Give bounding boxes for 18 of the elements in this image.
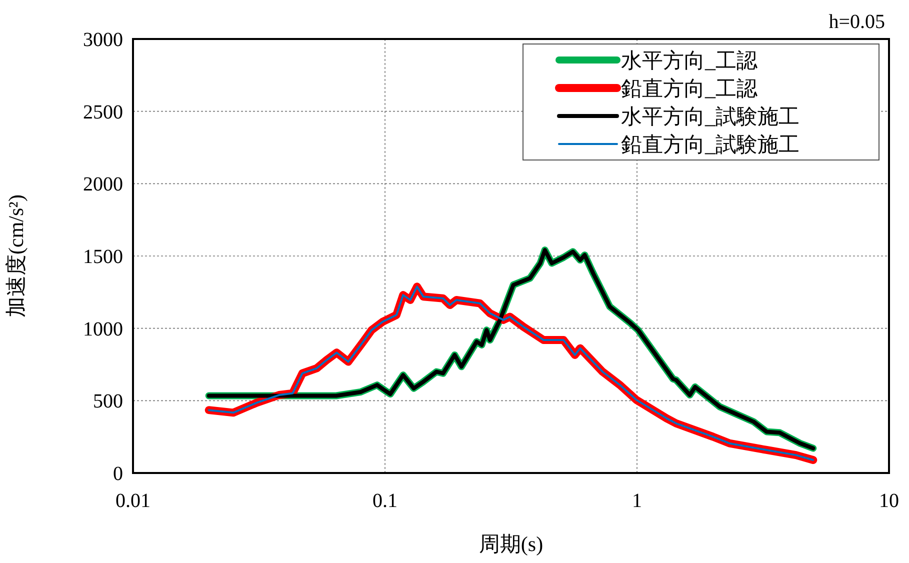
y-tick-label: 2000 bbox=[83, 174, 123, 196]
y-tick-label: 2500 bbox=[83, 101, 123, 124]
y-tick-label: 3000 bbox=[83, 29, 123, 51]
text: h=0.05 bbox=[828, 11, 885, 33]
legend-label: 水平方向_試験施工 bbox=[621, 104, 800, 128]
x-tick-label: 0.01 bbox=[116, 490, 150, 512]
y-tick-label: 500 bbox=[93, 390, 123, 413]
y-tick-label: 1000 bbox=[83, 318, 123, 340]
legend-label: 鉛直方向_試験施工 bbox=[621, 132, 800, 156]
legend-label: 水平方向_工認 bbox=[621, 48, 758, 72]
x-tick-label: 0.1 bbox=[372, 490, 398, 512]
y-tick-label: 0 bbox=[113, 463, 123, 485]
y-tick-label: 1500 bbox=[83, 246, 123, 268]
x-axis-title: 周期(s) bbox=[478, 532, 544, 556]
x-tick-label: 10 bbox=[879, 490, 899, 512]
y-axis-title: 加速度(cm/s²) bbox=[4, 194, 28, 318]
x-tick-label: 1 bbox=[632, 490, 642, 512]
legend-label: 鉛直方向_工認 bbox=[621, 76, 758, 100]
